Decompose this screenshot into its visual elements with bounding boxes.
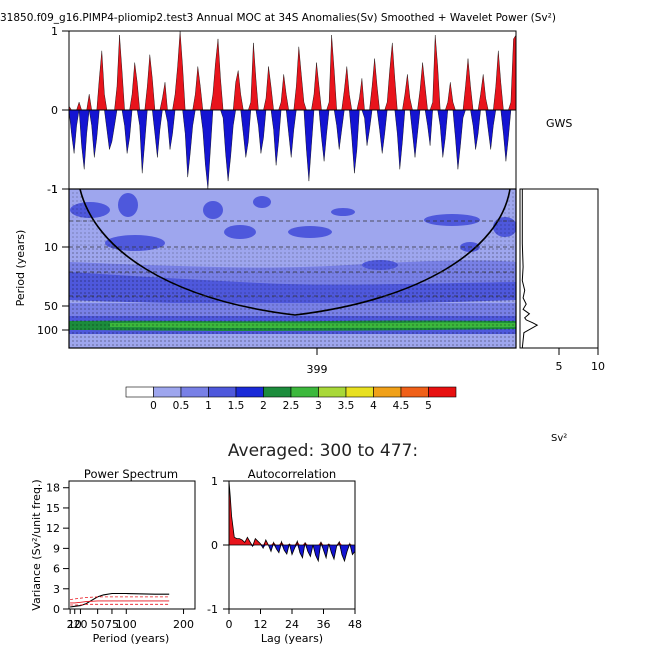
power-spectrum-xlabel: Period (years)	[93, 632, 170, 645]
x-tick-label: 10	[68, 618, 82, 631]
y-tick-label: 9	[53, 542, 60, 555]
autocorrelation-xlabel: Lag (years)	[261, 632, 323, 645]
gws-panel: 5 10	[519, 188, 605, 373]
figure-title: 31850.f09_g16.PIMP4-pliomip2.test3 Annua…	[0, 12, 556, 24]
y-tick-label: 12	[46, 522, 60, 535]
cone-of-influence-fill	[69, 189, 516, 348]
colorbar-label: 4	[370, 400, 377, 412]
autocorrelation-line	[229, 481, 355, 563]
x-tick-label: 200	[173, 618, 194, 631]
x-tick-label: 50	[91, 618, 105, 631]
y-tick-label: 18	[46, 482, 60, 495]
x-tick-label: 36	[317, 618, 331, 631]
positive-anomaly-area	[69, 31, 516, 111]
wavelet-frame	[68, 188, 517, 349]
colorbar-swatch	[208, 386, 237, 398]
colorbar-label: 2.5	[283, 400, 300, 412]
spectrum-line	[70, 596, 170, 600]
wavelet-ylabel: Period (years)	[14, 230, 27, 307]
y-tick-label: 3	[53, 583, 60, 596]
y-tick-label: 15	[46, 502, 60, 515]
colorbar-label: 3	[315, 400, 322, 412]
colorbar-label: 5	[425, 400, 432, 412]
colorbar-swatch	[290, 386, 319, 398]
y-tick-label: 1	[51, 25, 58, 38]
colorbar-swatch	[180, 386, 209, 398]
power-blob	[424, 214, 480, 226]
colorbar-label: 0	[150, 400, 157, 412]
sv2-label: Sv²	[551, 433, 567, 444]
power-spectrum-title: Power Spectrum	[84, 467, 178, 481]
x-tick-label: 48	[348, 618, 362, 631]
averaged-label: Averaged: 300 to 477:	[228, 441, 418, 461]
gws-frame	[519, 188, 599, 349]
colorbar-swatch	[400, 386, 429, 398]
y-tick-label: -1	[47, 183, 58, 196]
colorbar-swatch	[263, 386, 292, 398]
y-tick-label: 0	[211, 539, 218, 552]
power-blob	[331, 208, 355, 216]
autocorrelation-panel: Autocorrelation -1 0 1 0 12 24 36 48 Lag (years…	[207, 467, 362, 645]
colorbar-label: 4.5	[393, 400, 410, 412]
colorbar-label: 1	[205, 400, 212, 412]
negative-anomaly-area	[69, 109, 516, 189]
y-tick-label: 0	[53, 603, 60, 616]
power-spectrum-ylabel: Variance (Sv²/unit freq.)	[30, 479, 43, 610]
x-tick-label: 5	[556, 360, 563, 373]
power-blob	[203, 201, 223, 219]
spectrum-line	[70, 600, 170, 604]
colorbar-label: 3.5	[338, 400, 355, 412]
power-blob	[288, 226, 332, 238]
y-tick-label: -1	[207, 603, 218, 616]
y-tick-label: 50	[44, 300, 58, 313]
spectrum-line	[70, 603, 170, 606]
x-tick-label: 75	[105, 618, 119, 631]
x-tick-label: 24	[285, 618, 299, 631]
colorbar-swatch	[373, 386, 402, 398]
power-blob	[224, 225, 256, 239]
x-tick-label: 0	[226, 618, 233, 631]
colorbar-swatch	[125, 386, 154, 398]
colorbar: 0 0.5 1 1.5 2 2.5 3 3.5 4 4.5 5	[125, 386, 457, 412]
y-tick-label: 1	[211, 475, 218, 488]
spectrum-line	[70, 592, 170, 608]
colorbar-swatch	[345, 386, 374, 398]
gws-label: GWS	[546, 117, 572, 130]
cone-of-influence	[79, 189, 511, 316]
wavelet-panel: 1 10 50 100 399 Period (years)	[14, 183, 517, 376]
colorbar-swatch	[235, 386, 264, 398]
positive-autocorrelation-area	[229, 481, 355, 545]
power-blob	[118, 193, 138, 217]
x-tick-label: 10	[591, 360, 605, 373]
power-spectrum-frame	[68, 480, 196, 610]
autocorrelation-title: Autocorrelation	[248, 467, 336, 481]
y-tick-label: 100	[37, 324, 58, 337]
gws-line	[521, 189, 539, 349]
x-tick-label: 100	[116, 618, 137, 631]
x-tick-label: 12	[254, 618, 268, 631]
x-tick-label: 20	[73, 618, 87, 631]
colorbar-label: 1.5	[228, 400, 245, 412]
y-tick-label: 6	[53, 563, 60, 576]
colorbar-label: 0.5	[173, 400, 190, 412]
x-tick-label: 2	[67, 618, 74, 631]
x-tick-label: 399	[307, 363, 328, 376]
y-tick-label: 0	[51, 104, 58, 117]
y-tick-label: 10	[44, 241, 58, 254]
colorbar-swatch	[428, 386, 457, 398]
colorbar-label: 2	[260, 400, 267, 412]
colorbar-swatch	[318, 386, 347, 398]
y-tick-label: 1	[51, 183, 58, 196]
colorbar-swatch	[153, 386, 182, 398]
timeseries-panel: -1 0 1	[47, 25, 517, 196]
power-blob	[253, 196, 271, 208]
